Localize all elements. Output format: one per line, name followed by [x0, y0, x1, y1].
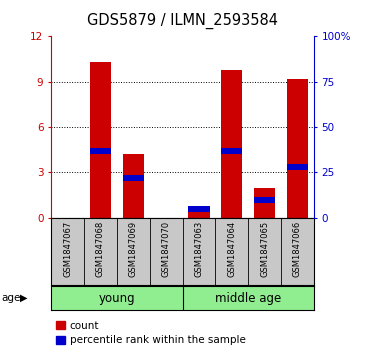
Bar — [123, 154, 144, 218]
Bar — [123, 175, 144, 181]
Text: GSM1847066: GSM1847066 — [293, 221, 302, 277]
Text: GSM1847068: GSM1847068 — [96, 221, 105, 277]
Text: GSM1847067: GSM1847067 — [63, 221, 72, 277]
Bar — [221, 148, 242, 154]
Text: GSM1847064: GSM1847064 — [227, 221, 236, 277]
Bar — [287, 79, 308, 218]
Bar — [287, 164, 308, 170]
Text: GDS5879 / ILMN_2593584: GDS5879 / ILMN_2593584 — [87, 13, 278, 29]
Text: GSM1847070: GSM1847070 — [162, 221, 170, 277]
Bar — [254, 188, 275, 218]
Bar — [90, 148, 111, 154]
Text: ▶: ▶ — [20, 293, 28, 303]
Text: GSM1847069: GSM1847069 — [129, 221, 138, 277]
Bar — [188, 210, 210, 218]
Text: GSM1847063: GSM1847063 — [195, 221, 203, 277]
Bar — [188, 206, 210, 212]
Text: middle age: middle age — [215, 291, 281, 305]
Bar — [90, 62, 111, 218]
Bar — [254, 197, 275, 203]
Bar — [221, 70, 242, 218]
Text: age: age — [2, 293, 21, 303]
Legend: count, percentile rank within the sample: count, percentile rank within the sample — [56, 321, 246, 345]
Text: GSM1847065: GSM1847065 — [260, 221, 269, 277]
Text: young: young — [99, 291, 135, 305]
